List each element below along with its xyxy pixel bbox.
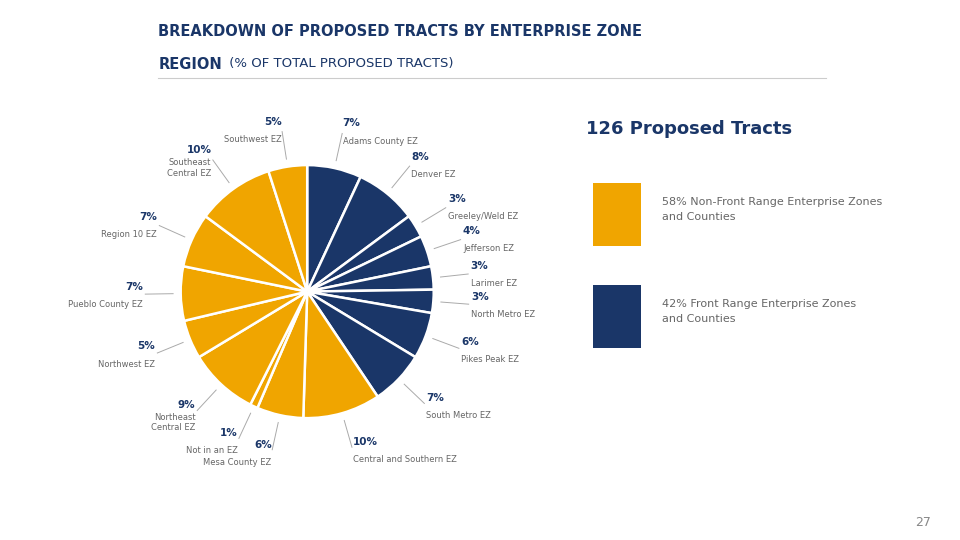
Text: 7%: 7%: [139, 212, 157, 222]
Wedge shape: [307, 292, 416, 397]
Text: Pikes Peak EZ: Pikes Peak EZ: [461, 355, 519, 364]
Text: 10%: 10%: [186, 145, 211, 156]
Text: Mesa County EZ: Mesa County EZ: [204, 458, 272, 467]
Text: Central and Southern EZ: Central and Southern EZ: [352, 455, 457, 464]
Text: South Metro EZ: South Metro EZ: [426, 411, 492, 420]
Text: Jefferson EZ: Jefferson EZ: [463, 245, 514, 253]
Wedge shape: [307, 289, 434, 313]
Wedge shape: [307, 237, 431, 292]
Wedge shape: [303, 292, 377, 418]
Text: 1%: 1%: [220, 428, 238, 438]
Text: 4%: 4%: [463, 226, 481, 236]
Text: Greeley/Weld EZ: Greeley/Weld EZ: [448, 212, 518, 221]
Wedge shape: [205, 171, 307, 292]
Wedge shape: [251, 292, 307, 408]
Text: Southeast
Central EZ: Southeast Central EZ: [167, 158, 211, 178]
Text: 7%: 7%: [343, 118, 361, 129]
Text: North Metro EZ: North Metro EZ: [471, 310, 536, 319]
Wedge shape: [257, 292, 307, 418]
Text: 7%: 7%: [426, 393, 444, 402]
Text: 126 Proposed Tracts: 126 Proposed Tracts: [586, 120, 792, 138]
Wedge shape: [307, 266, 434, 292]
Wedge shape: [307, 177, 409, 292]
Text: REGION: REGION: [158, 57, 222, 72]
Text: 58% Non-Front Range Enterprise Zones
and Counties: 58% Non-Front Range Enterprise Zones and…: [661, 197, 882, 222]
Text: 3%: 3%: [470, 261, 489, 271]
Text: Adams County EZ: Adams County EZ: [343, 137, 418, 146]
Wedge shape: [183, 217, 307, 292]
Wedge shape: [307, 292, 432, 357]
Text: 27: 27: [915, 516, 931, 529]
Text: 9%: 9%: [178, 400, 196, 410]
Text: Southwest EZ: Southwest EZ: [224, 135, 281, 144]
Text: Northeast
Central EZ: Northeast Central EZ: [151, 413, 196, 432]
Text: 6%: 6%: [461, 336, 479, 347]
Text: Northwest EZ: Northwest EZ: [98, 360, 155, 369]
FancyBboxPatch shape: [592, 285, 641, 348]
Wedge shape: [199, 292, 307, 404]
FancyBboxPatch shape: [592, 183, 641, 246]
Text: 8%: 8%: [411, 152, 429, 161]
Wedge shape: [180, 266, 307, 321]
Text: (% OF TOTAL PROPOSED TRACTS): (% OF TOTAL PROPOSED TRACTS): [225, 57, 453, 70]
Text: 10%: 10%: [352, 437, 377, 447]
Wedge shape: [269, 165, 307, 292]
Text: BREAKDOWN OF PROPOSED TRACTS BY ENTERPRISE ZONE: BREAKDOWN OF PROPOSED TRACTS BY ENTERPRI…: [158, 24, 642, 39]
Text: 3%: 3%: [471, 292, 489, 302]
Wedge shape: [307, 165, 361, 292]
Text: 3%: 3%: [448, 194, 466, 204]
Text: Denver EZ: Denver EZ: [411, 170, 456, 179]
Wedge shape: [184, 292, 307, 357]
Text: 7%: 7%: [125, 281, 143, 292]
Text: Region 10 EZ: Region 10 EZ: [101, 230, 157, 239]
Text: 5%: 5%: [137, 341, 155, 352]
Text: Larimer EZ: Larimer EZ: [470, 279, 516, 288]
Text: Pueblo County EZ: Pueblo County EZ: [68, 300, 143, 309]
Text: 42% Front Range Enterprise Zones
and Counties: 42% Front Range Enterprise Zones and Cou…: [661, 299, 855, 323]
Wedge shape: [307, 217, 421, 292]
Text: 6%: 6%: [254, 440, 272, 450]
Text: Not in an EZ: Not in an EZ: [186, 447, 238, 455]
Text: 5%: 5%: [264, 117, 281, 126]
